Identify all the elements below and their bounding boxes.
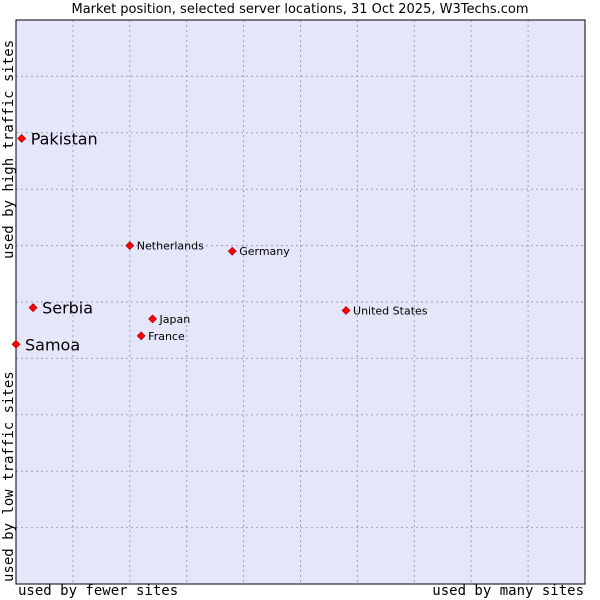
data-point — [341, 306, 351, 315]
chart-title: Market position, selected server locatio… — [71, 2, 529, 17]
data-label: France — [148, 330, 185, 343]
data-label: Germany — [239, 245, 290, 258]
data-point — [11, 339, 21, 349]
plot-border — [15, 19, 586, 585]
data-label: Netherlands — [137, 240, 204, 253]
x-axis-label-fewer: used by fewer sites — [18, 583, 179, 599]
data-label: United States — [353, 304, 428, 317]
data-point — [227, 246, 237, 256]
data-point — [148, 314, 157, 324]
data-label: Samoa — [25, 335, 80, 354]
data-label: Japan — [159, 313, 191, 326]
data-label: Pakistan — [31, 129, 98, 148]
data-point — [125, 241, 135, 251]
data-point — [28, 303, 38, 313]
data-point — [17, 134, 27, 143]
x-axis-label-many: used by many sites — [432, 583, 584, 599]
data-point — [136, 331, 146, 341]
data-label: Serbia — [42, 299, 93, 318]
